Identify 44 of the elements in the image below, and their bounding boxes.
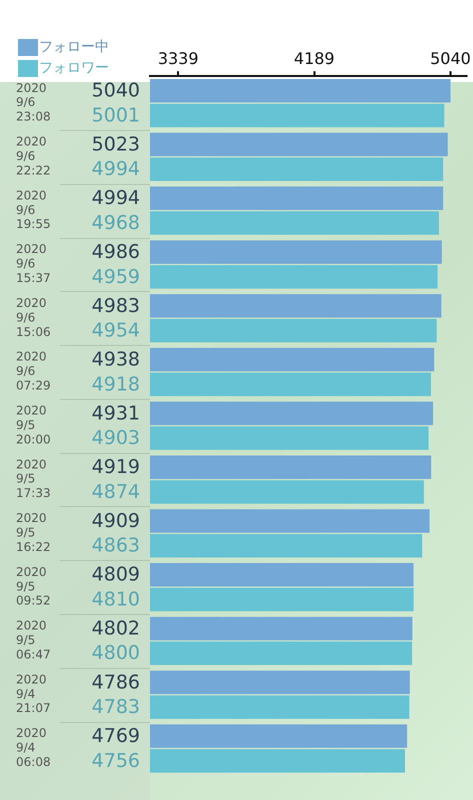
y-tick-label: 2020 9/6 22:22 bbox=[16, 134, 51, 178]
data-label: 4994 bbox=[92, 187, 140, 210]
y-tick-label: 2020 9/6 19:55 bbox=[16, 188, 51, 232]
data-label: 4938 bbox=[92, 348, 140, 371]
data-label: 4756 bbox=[92, 750, 140, 772]
data-label: 4863 bbox=[92, 534, 140, 557]
x2-tick-label: 3339 bbox=[158, 48, 199, 68]
data-label: 4959 bbox=[92, 266, 140, 288]
y-tick-label: 2020 9/6 15:06 bbox=[16, 296, 51, 339]
x2-tick-label: 5040 bbox=[430, 48, 471, 68]
y-tick-label: 2020 9/6 07:29 bbox=[16, 350, 51, 393]
data-label: 5040 bbox=[92, 80, 140, 102]
data-label: 4874 bbox=[92, 480, 140, 503]
data-label: 4903 bbox=[92, 427, 140, 450]
data-label: 4919 bbox=[92, 456, 140, 478]
data-label: 4802 bbox=[92, 618, 140, 640]
legend-label: フォロワー bbox=[39, 59, 109, 78]
y-tick-label: 2020 9/5 09:52 bbox=[16, 564, 51, 608]
data-label: 4783 bbox=[92, 696, 140, 718]
y-tick-label: 2020 9/5 20:00 bbox=[16, 404, 51, 446]
y-tick-label: 2020 9/5 17:33 bbox=[16, 457, 51, 500]
data-label: 5001 bbox=[92, 104, 140, 126]
x2-tick-label: 4189 bbox=[294, 48, 335, 68]
data-label: 4954 bbox=[92, 320, 140, 342]
data-label: 4986 bbox=[92, 241, 140, 264]
y-tick-label: 2020 9/5 06:47 bbox=[16, 618, 51, 662]
y-tick-label: 2020 9/6 15:37 bbox=[16, 242, 51, 285]
data-label: 5023 bbox=[92, 133, 140, 156]
data-label: 4918 bbox=[92, 373, 140, 396]
y-tick-label: 2020 9/4 06:08 bbox=[16, 726, 51, 770]
data-label: 4931 bbox=[92, 402, 140, 424]
data-label: 4786 bbox=[92, 671, 140, 694]
data-label: 4968 bbox=[92, 212, 140, 234]
legend-label: フォロー中 bbox=[39, 38, 109, 57]
y-tick-label: 2020 9/4 21:07 bbox=[16, 672, 51, 716]
y-tick-label: 2020 9/5 16:22 bbox=[16, 511, 51, 554]
data-label: 4800 bbox=[92, 642, 140, 664]
data-label: 4810 bbox=[92, 588, 140, 610]
data-label: 4809 bbox=[92, 564, 140, 586]
data-label: 4909 bbox=[92, 510, 140, 532]
data-label: 4769 bbox=[92, 725, 140, 748]
data-label: 4994 bbox=[92, 158, 140, 180]
y-tick-label: 2020 9/6 23:08 bbox=[16, 80, 51, 124]
data-label: 4983 bbox=[92, 294, 140, 317]
